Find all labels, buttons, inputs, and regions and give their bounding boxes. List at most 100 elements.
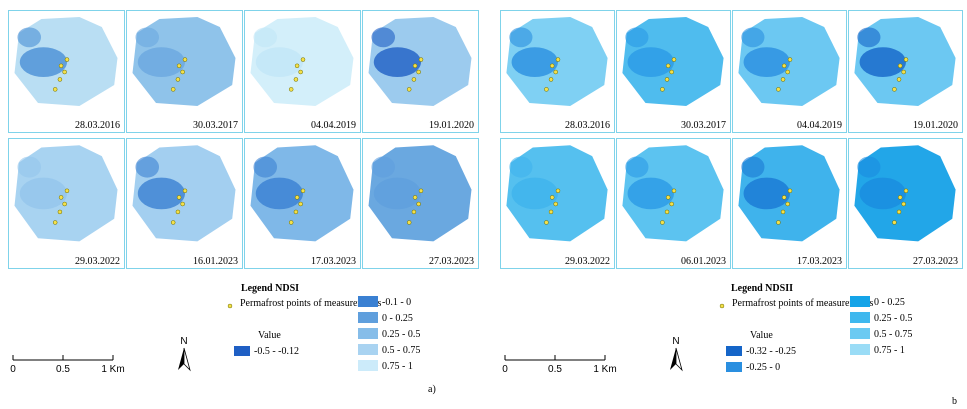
measurement-point bbox=[671, 188, 677, 194]
tile-date: 19.01.2020 bbox=[913, 120, 958, 131]
measurement-point bbox=[787, 57, 793, 62]
map-patch bbox=[371, 156, 396, 178]
measurement-point bbox=[406, 87, 412, 92]
map-patch bbox=[135, 156, 160, 178]
measurement-point bbox=[892, 220, 897, 225]
map-patch bbox=[743, 177, 790, 210]
measurement-point bbox=[781, 63, 787, 69]
measurement-point bbox=[176, 195, 182, 200]
measurement-point bbox=[62, 69, 67, 75]
legend-swatch bbox=[358, 312, 378, 323]
legend-swatch bbox=[850, 344, 870, 355]
measurement-point bbox=[288, 87, 294, 92]
measurement-point bbox=[294, 195, 300, 200]
measurement-point bbox=[176, 63, 182, 69]
map-patch bbox=[255, 47, 303, 77]
legend-points-label: Permafrost points of measurements bbox=[240, 298, 381, 309]
panel-label: b bbox=[952, 396, 957, 407]
legend-class-label: 0 - 0.25 bbox=[874, 297, 905, 308]
legend-class-label: 0.5 - 0.75 bbox=[382, 345, 420, 356]
legend-value-label: Value bbox=[258, 330, 281, 341]
measurement-point bbox=[785, 201, 790, 207]
measurement-point bbox=[294, 63, 300, 69]
map-patch bbox=[857, 27, 881, 48]
map-patch bbox=[511, 177, 558, 210]
tile-date: 30.03.2017 bbox=[681, 120, 726, 131]
measurement-point bbox=[549, 195, 555, 200]
map-patch bbox=[509, 27, 533, 48]
legend-points-label: Permafrost points of measurements bbox=[732, 298, 873, 309]
tile-date: 28.03.2016 bbox=[75, 120, 120, 131]
legend-swatch bbox=[358, 296, 378, 307]
measurement-point bbox=[553, 69, 558, 75]
legend-class-label: 0.25 - 0.5 bbox=[382, 329, 420, 340]
measurement-point bbox=[897, 63, 903, 69]
scale-label: 1 Km bbox=[593, 364, 616, 375]
map-patch bbox=[19, 177, 67, 210]
map-patch bbox=[137, 47, 185, 77]
measurement-point bbox=[182, 57, 188, 62]
measurement-point bbox=[62, 201, 67, 207]
measurement-point bbox=[52, 220, 58, 225]
map-patch bbox=[135, 27, 160, 48]
map-patch bbox=[255, 177, 303, 210]
measurement-point bbox=[412, 63, 418, 69]
legend-class-label: -0.1 - 0 bbox=[382, 297, 411, 308]
measurement-point bbox=[300, 57, 306, 62]
map-patch bbox=[253, 27, 278, 48]
legend-title: Legend NDSII bbox=[731, 283, 793, 294]
measurement-point bbox=[665, 195, 671, 200]
tile-date: 27.03.2023 bbox=[429, 256, 474, 267]
map-patch bbox=[857, 156, 881, 178]
scale-label: 0 bbox=[502, 364, 508, 375]
measurement-point bbox=[669, 69, 674, 75]
scale-label: 0 bbox=[10, 364, 16, 375]
legend-swatch bbox=[726, 362, 742, 372]
tile-date: 16.01.2023 bbox=[193, 256, 238, 267]
map-patch bbox=[19, 47, 67, 77]
measurement-point bbox=[411, 77, 417, 82]
measurement-point bbox=[298, 201, 303, 207]
measurement-point bbox=[58, 195, 64, 200]
legend-swatch bbox=[850, 328, 870, 339]
map-patch bbox=[625, 156, 649, 178]
legend-class-label: -0.5 - -0.12 bbox=[254, 346, 299, 357]
measurement-point bbox=[544, 87, 549, 92]
measurement-point bbox=[664, 77, 670, 82]
measurement-point bbox=[660, 220, 665, 225]
measurement-point bbox=[418, 188, 424, 194]
measurement-point bbox=[180, 201, 185, 207]
measurement-point bbox=[170, 220, 176, 225]
legend-swatch bbox=[234, 346, 250, 356]
map-patch bbox=[253, 156, 278, 178]
measurement-point bbox=[58, 63, 64, 69]
measurement-point bbox=[665, 63, 671, 69]
measurement-point bbox=[180, 69, 185, 75]
map-patch bbox=[17, 156, 42, 178]
measurement-point bbox=[411, 209, 417, 215]
measurement-point bbox=[553, 201, 558, 207]
north-label: N bbox=[180, 336, 187, 347]
tile-date: 27.03.2023 bbox=[913, 256, 958, 267]
legend-swatch bbox=[358, 328, 378, 339]
measurement-point bbox=[300, 188, 306, 194]
map-patch bbox=[17, 27, 42, 48]
map-patch bbox=[371, 27, 396, 48]
measurement-point bbox=[64, 188, 70, 194]
measurement-point bbox=[897, 195, 903, 200]
measurement-point bbox=[660, 87, 665, 92]
measurement-point bbox=[416, 69, 421, 75]
measurement-point bbox=[548, 209, 554, 215]
map-patch bbox=[859, 177, 906, 210]
legend-title: Legend NDSI bbox=[241, 283, 299, 294]
measurement-point bbox=[669, 201, 674, 207]
measurement-point bbox=[416, 201, 421, 207]
scale-label: 0.5 bbox=[548, 364, 562, 375]
measurement-point bbox=[780, 77, 786, 82]
tile-date: 29.03.2022 bbox=[75, 256, 120, 267]
tile-date: 17.03.2023 bbox=[797, 256, 842, 267]
legend-swatch bbox=[726, 346, 742, 356]
north-arrow bbox=[670, 348, 676, 370]
measurement-point bbox=[293, 77, 299, 82]
measurement-point bbox=[57, 77, 63, 82]
